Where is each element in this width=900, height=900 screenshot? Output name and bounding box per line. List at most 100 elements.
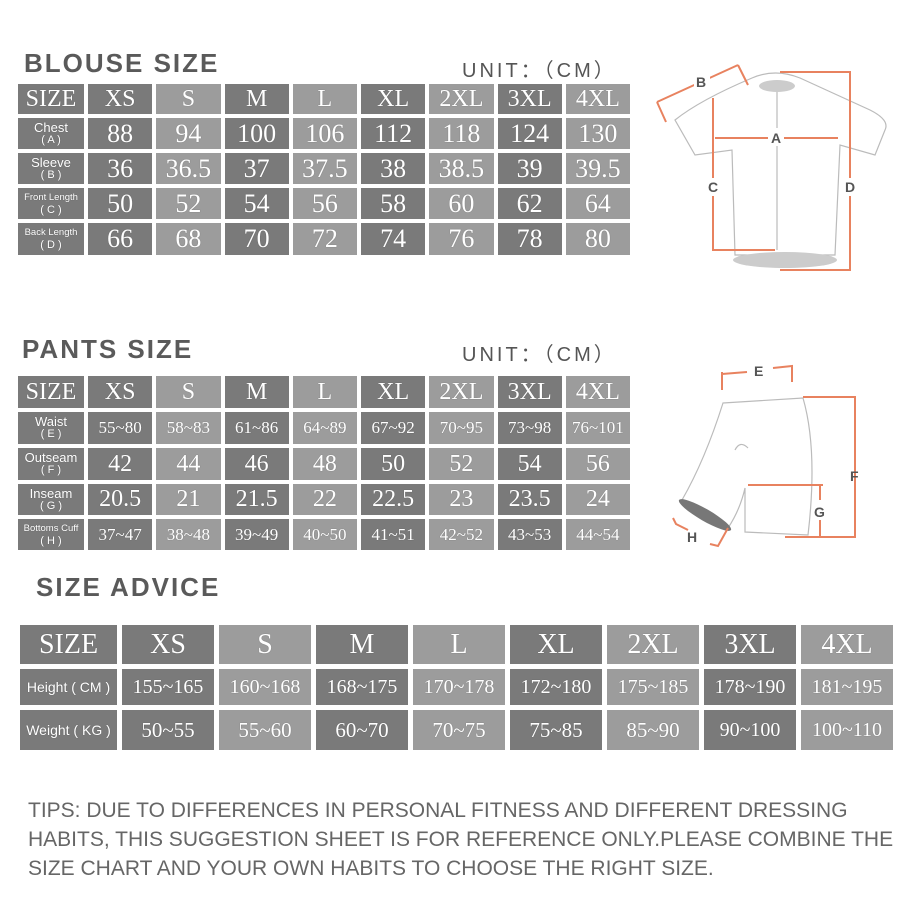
- size-header: SIZE: [18, 376, 84, 408]
- table-cell: 52: [156, 188, 221, 219]
- table-cell: 60: [429, 188, 494, 219]
- table-cell: 36: [88, 153, 153, 184]
- table-cell: 66: [88, 223, 153, 255]
- table-cell: 178~190: [704, 669, 796, 705]
- size-column-header: L: [413, 625, 505, 664]
- size-column-header: XS: [88, 376, 153, 408]
- table-cell: 42: [88, 448, 153, 480]
- label-h: H: [687, 529, 697, 545]
- row-label-code: ( H ): [40, 534, 62, 547]
- table-cell: 100~110: [801, 710, 893, 750]
- table-cell: 155~165: [122, 669, 214, 705]
- size-column-header: M: [316, 625, 408, 664]
- label-c: C: [708, 179, 718, 195]
- jersey-diagram: B A C D: [656, 64, 887, 271]
- label-g: G: [814, 504, 825, 520]
- table-cell: 37.5: [292, 153, 357, 184]
- table-cell: 160~168: [219, 669, 311, 705]
- table-cell: 70: [224, 223, 289, 255]
- table-cell: 124: [497, 118, 562, 149]
- table-cell: 23: [429, 484, 494, 515]
- table-cell: 67~92: [361, 412, 426, 444]
- row-label-name: Front Length: [24, 191, 78, 203]
- row-label: Front Length( C ): [18, 188, 84, 219]
- row-label: Bottoms Cuff( H ): [18, 519, 84, 550]
- size-advice-table: SIZE XS S M L XL 2XL 3XL 4XL Height ( CM ) 155~165…: [20, 625, 893, 750]
- row-label: Height ( CM ): [20, 669, 117, 705]
- table-cell: 56: [565, 448, 630, 480]
- table-cell: 76: [429, 223, 494, 255]
- pants-unit: UNIT：（CM）: [462, 344, 617, 366]
- table-cell: 172~180: [510, 669, 602, 705]
- table-cell: 100: [224, 118, 289, 149]
- row-label: Back Length( D ): [18, 223, 84, 255]
- size-header: SIZE: [20, 625, 117, 664]
- table-cell: 88: [88, 118, 153, 149]
- table-cell: 38.5: [429, 153, 494, 184]
- label-f: F: [850, 468, 859, 484]
- table-cell: 39: [497, 153, 562, 184]
- table-cell: 22: [292, 484, 357, 515]
- table-cell: 41~51: [361, 519, 426, 550]
- table-cell: 130: [565, 118, 630, 149]
- size-column-header: 3XL: [497, 84, 562, 114]
- size-column-header: 3XL: [704, 625, 796, 664]
- row-label-code: ( F ): [40, 464, 62, 476]
- row-label: Waist( E ): [18, 412, 84, 444]
- size-column-header: M: [224, 84, 289, 114]
- table-cell: 85~90: [607, 710, 699, 750]
- table-cell: 61~86: [224, 412, 289, 444]
- table-cell: 62: [497, 188, 562, 219]
- row-label-code: ( D ): [40, 239, 62, 251]
- table-cell: 78: [497, 223, 562, 255]
- table-cell: 39~49: [224, 519, 289, 550]
- table-cell: 21.5: [224, 484, 289, 515]
- size-column-header: 3XL: [497, 376, 562, 408]
- row-label-name: Weight ( KG ): [26, 722, 111, 738]
- table-cell: 55~60: [219, 710, 311, 750]
- table-cell: 54: [224, 188, 289, 219]
- table-cell: 21: [156, 484, 221, 515]
- size-column-header: XL: [361, 84, 426, 114]
- label-d: D: [845, 179, 855, 195]
- row-label-code: ( C ): [40, 203, 62, 216]
- table-cell: 112: [361, 118, 426, 149]
- table-cell: 24: [565, 484, 630, 515]
- table-cell: 46: [224, 448, 289, 480]
- pants-size-table: SIZE XS S M L XL 2XL 3XL 4XL Waist( E ) 55~80 58~83…: [18, 376, 630, 550]
- row-label-code: ( G ): [40, 499, 62, 512]
- size-column-header: XS: [88, 84, 153, 114]
- size-column-header: S: [156, 84, 221, 114]
- size-column-header: 2XL: [429, 84, 494, 114]
- table-cell: 50~55: [122, 710, 214, 750]
- table-cell: 168~175: [316, 669, 408, 705]
- row-label-name: Inseam: [29, 485, 73, 501]
- size-column-header: XL: [361, 376, 426, 408]
- table-cell: 70~75: [413, 710, 505, 750]
- table-cell: 40~50: [292, 519, 357, 550]
- table-cell: 38: [361, 153, 426, 184]
- size-column-header: L: [292, 376, 357, 408]
- table-cell: 48: [292, 448, 357, 480]
- table-cell: 50: [361, 448, 426, 480]
- table-cell: 54: [497, 448, 562, 480]
- row-label: Chest( A ): [18, 118, 84, 149]
- table-cell: 94: [156, 118, 221, 149]
- table-cell: 106: [292, 118, 357, 149]
- table-cell: 74: [361, 223, 426, 255]
- table-cell: 60~70: [316, 710, 408, 750]
- table-cell: 56: [292, 188, 357, 219]
- table-cell: 44~54: [565, 519, 630, 550]
- label-e: E: [754, 363, 763, 379]
- label-a: A: [771, 130, 781, 146]
- table-cell: 43~53: [497, 519, 562, 550]
- table-cell: 75~85: [510, 710, 602, 750]
- table-cell: 37~47: [88, 519, 153, 550]
- table-cell: 23.5: [497, 484, 562, 515]
- table-cell: 175~185: [607, 669, 699, 705]
- table-cell: 36.5: [156, 153, 221, 184]
- blouse-title: BLOUSE SIZE: [24, 48, 220, 78]
- shorts-diagram: E F G H: [672, 363, 859, 548]
- row-label-name: Back Length: [24, 227, 78, 238]
